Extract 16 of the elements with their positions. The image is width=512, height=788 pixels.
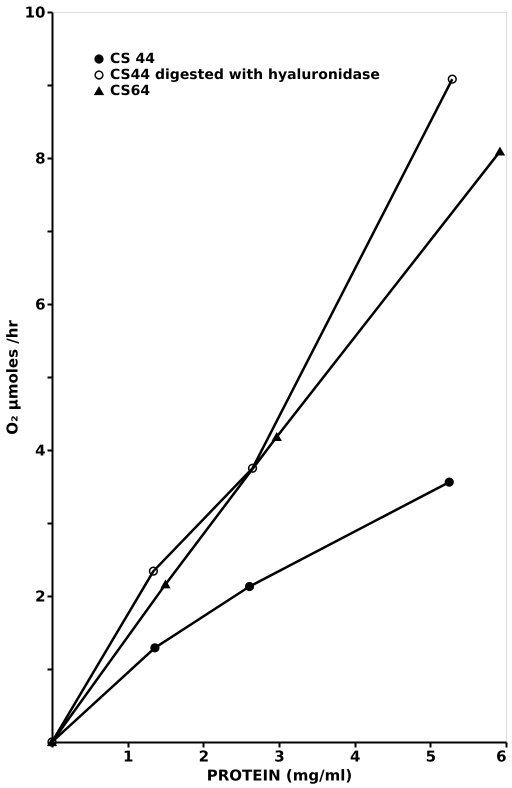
x-tick-label: 3 [274, 748, 285, 766]
y-tick-label: 4 [35, 442, 46, 460]
x-tick-label: 5 [426, 748, 436, 766]
legend-label: CS44 digested with hyaluronidase [110, 67, 380, 83]
legend-label: CS64 [110, 83, 150, 99]
y-tick-label: 6 [35, 296, 46, 314]
legend-label: CS 44 [110, 51, 156, 67]
x-axis-title: PROTEIN (mg/ml) [206, 766, 352, 784]
x-tick-label: 4 [350, 748, 360, 766]
y-tick-label: 2 [35, 588, 46, 606]
y-tick-label: 10 [24, 4, 46, 22]
x-tick-label: 1 [122, 748, 134, 766]
y-axis-title: O₂ μmoles /hr [4, 320, 22, 435]
y-tick-label: 8 [35, 150, 46, 168]
x-tick-label: 2 [198, 748, 210, 766]
x-tick-label: 6 [496, 748, 506, 766]
